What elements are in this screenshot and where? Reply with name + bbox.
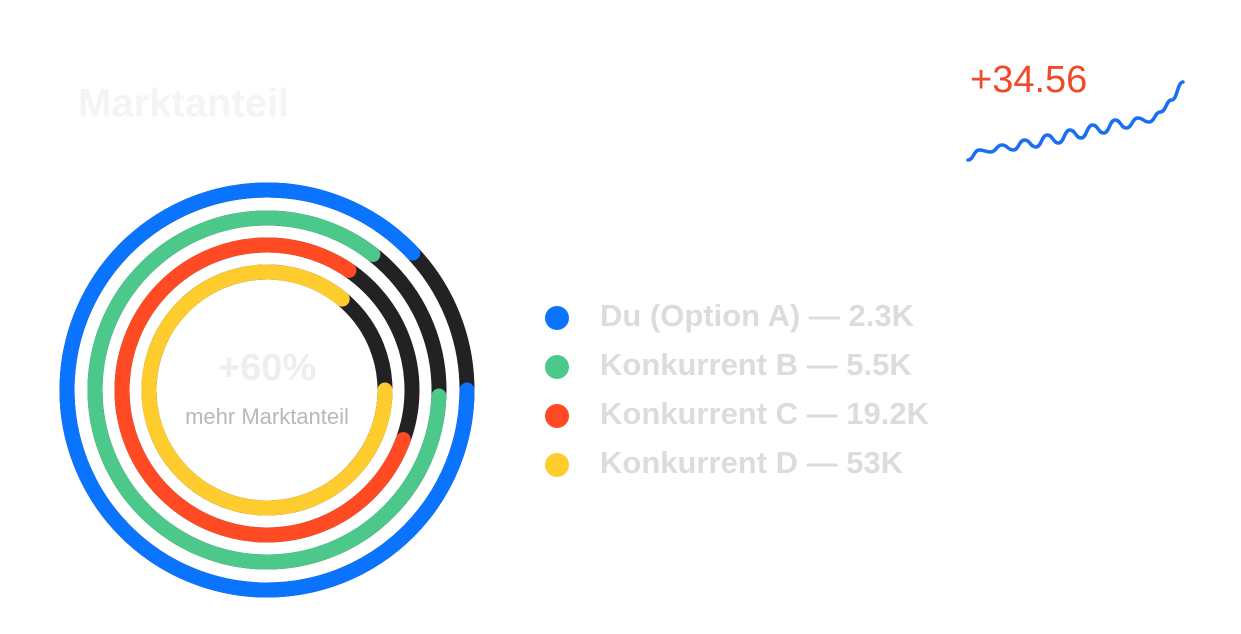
sparkline: [966, 80, 1185, 162]
legend-label: Konkurrent B — 5.5K: [600, 347, 912, 382]
legend-dot: [545, 404, 569, 428]
ring-arc: [141, 264, 393, 516]
legend-dot: [545, 355, 569, 379]
sparkline-line: [966, 80, 1185, 162]
center-value: +60%: [218, 347, 316, 389]
legend-dot: [545, 453, 569, 477]
ring-arc: [59, 182, 475, 598]
title: Marktanteil: [78, 82, 289, 126]
ring-arc: [87, 210, 447, 570]
rings: [59, 182, 475, 598]
legend: Du (Option A) — 2.3K Konkurrent B — 5.5K K…: [545, 298, 930, 480]
center-caption: mehr Marktanteil: [185, 404, 349, 429]
ring-arc: [114, 237, 411, 543]
legend-label: Du (Option A) — 2.3K: [600, 298, 915, 333]
legend-label: Konkurrent D — 53K: [600, 445, 904, 480]
legend-dot: [545, 306, 569, 330]
legend-label: Konkurrent C — 19.2K: [600, 396, 930, 431]
sparkline-label: +34.56: [970, 59, 1087, 101]
